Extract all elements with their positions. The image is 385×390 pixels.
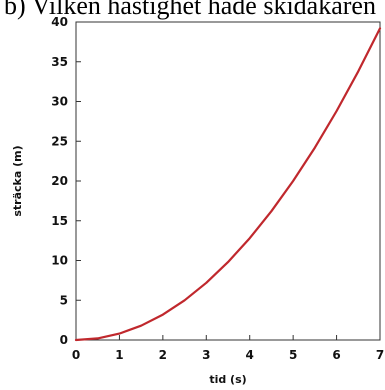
x-tick-label: 3 [202,348,210,362]
x-axis-label: tid (s) [209,373,246,386]
y-tick-label: 30 [51,95,68,109]
y-tick-label: 5 [60,293,68,307]
series-line [74,27,382,342]
y-tick-label: 15 [51,214,68,228]
x-tick-label: 2 [159,348,167,362]
x-tick-label: 4 [246,348,254,362]
series-layer [74,27,382,342]
x-tick-label: 0 [72,348,80,362]
axis-ticks: 0 1 2 3 4 5 6 7 0 5 10 15 20 25 30 35 40 [51,15,384,362]
x-tick-label: 6 [332,348,340,362]
x-tick-label: 1 [115,348,123,362]
x-tick-label: 7 [376,348,384,362]
x-tick-label: 5 [289,348,297,362]
y-tick-label: 20 [51,174,68,188]
y-tick-label: 35 [51,55,68,69]
y-tick-label: 10 [51,254,68,268]
y-tick-label: 0 [60,333,68,347]
y-tick-label: 40 [51,15,68,29]
y-tick-label: 25 [51,134,68,148]
y-axis-label: sträcka (m) [11,145,24,216]
question-text: b) Vilken hastighet hade skidåkaren [4,0,376,20]
plot-frame [75,21,381,341]
